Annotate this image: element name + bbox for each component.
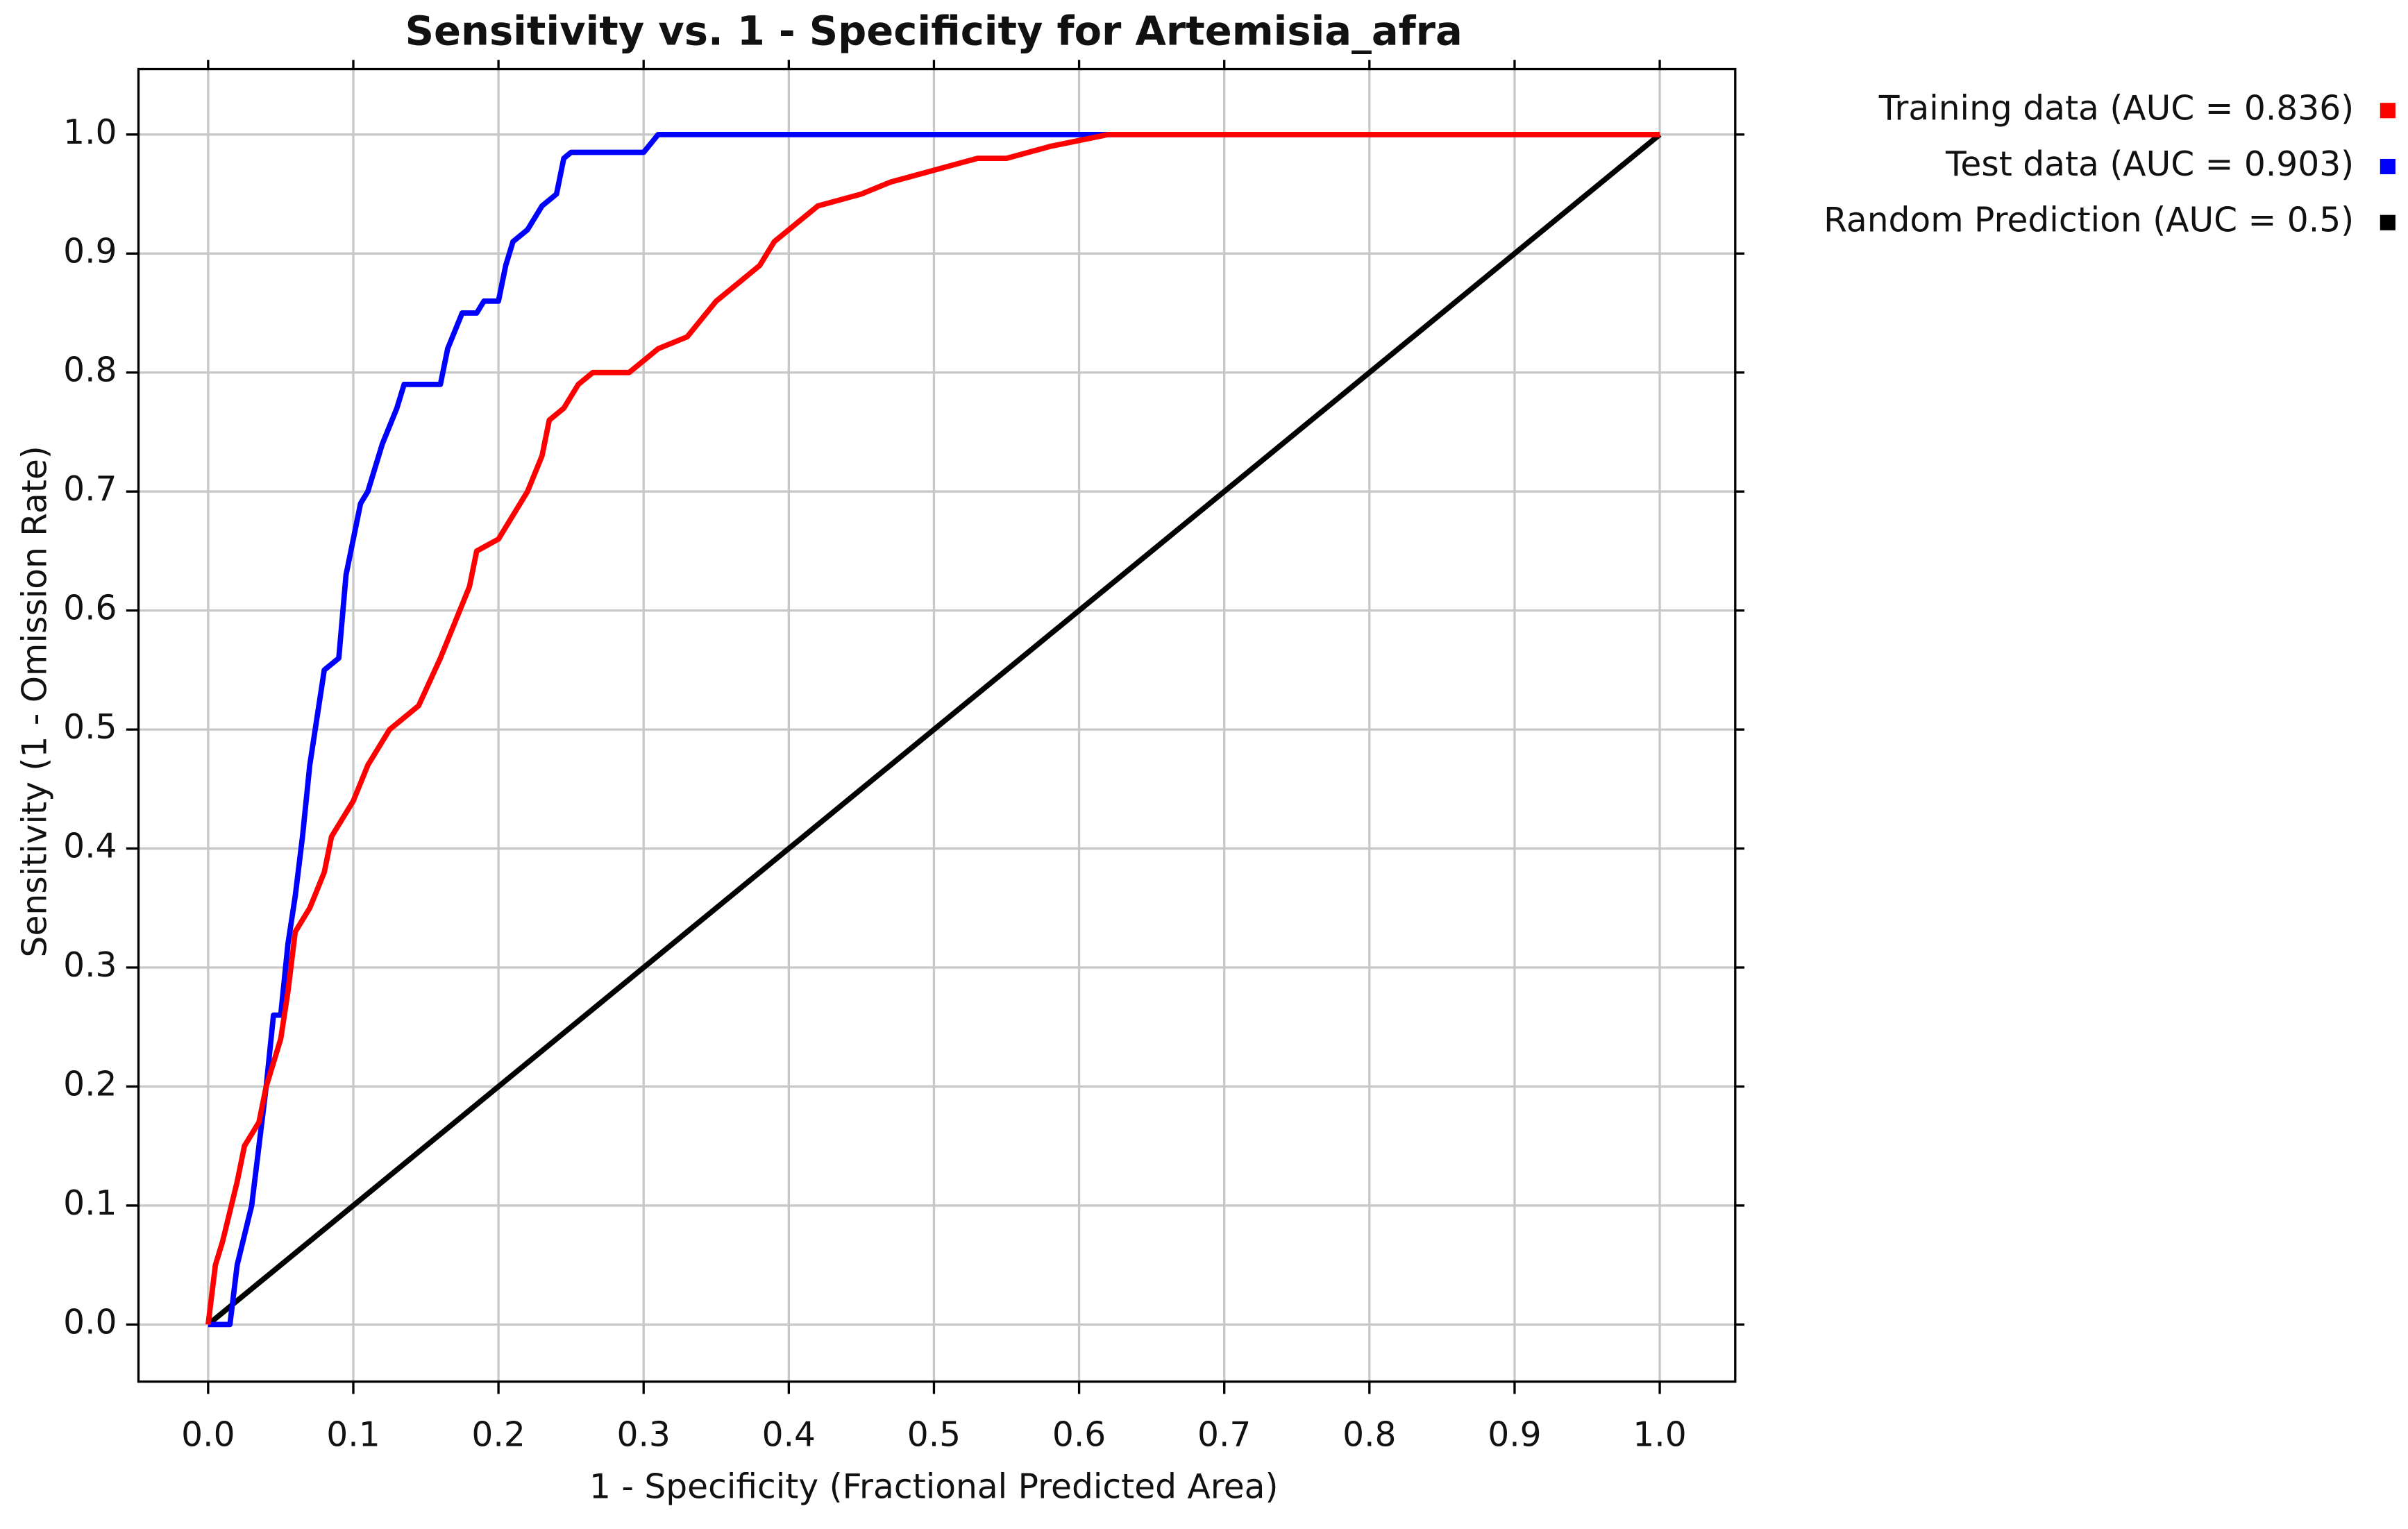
y-tick-label: 0.6 bbox=[63, 589, 117, 628]
series-line bbox=[205, 131, 1660, 1325]
y-tick-label: 0.9 bbox=[63, 232, 117, 271]
y-tick-label: 0.5 bbox=[63, 708, 117, 747]
legend-label: Random Prediction (AUC = 0.5) bbox=[1824, 201, 2354, 240]
x-tick-label: 0.0 bbox=[181, 1415, 235, 1454]
series-line bbox=[208, 131, 1660, 1328]
legend-label: Test data (AUC = 0.903) bbox=[1945, 145, 2354, 184]
x-tick-label: 0.7 bbox=[1197, 1415, 1251, 1454]
legend-swatch bbox=[2380, 103, 2396, 119]
x-tick-label: 0.4 bbox=[762, 1415, 816, 1454]
y-tick-label: 0.8 bbox=[63, 351, 117, 390]
x-tick-label: 0.8 bbox=[1342, 1415, 1396, 1454]
y-tick-label: 0.7 bbox=[63, 470, 117, 509]
y-tick-label: 1.0 bbox=[63, 113, 117, 152]
legend-label: Training data (AUC = 0.836) bbox=[1878, 89, 2354, 128]
x-tick-label: 0.2 bbox=[471, 1415, 525, 1454]
y-tick-label: 0.4 bbox=[63, 827, 117, 866]
x-tick-label: 0.5 bbox=[907, 1415, 961, 1454]
y-tick-label: 0.3 bbox=[63, 946, 117, 985]
y-tick-label: 0.2 bbox=[63, 1065, 117, 1104]
y-axis-label: Sensitivity (1 - Omission Rate) bbox=[15, 446, 54, 957]
x-tick-label: 1.0 bbox=[1633, 1415, 1686, 1454]
x-tick-label: 0.6 bbox=[1052, 1415, 1106, 1454]
chart-title: Sensitivity vs. 1 - Specificity for Arte… bbox=[405, 8, 1463, 54]
x-tick-label: 0.9 bbox=[1488, 1415, 1541, 1454]
x-tick-label: 0.1 bbox=[326, 1415, 380, 1454]
x-tick-label: 0.3 bbox=[617, 1415, 671, 1454]
y-tick-label: 0.0 bbox=[63, 1303, 117, 1342]
legend-swatch bbox=[2380, 214, 2396, 230]
series-line bbox=[206, 132, 1662, 1327]
plot-frame bbox=[137, 67, 1737, 1383]
y-tick-label: 0.1 bbox=[63, 1184, 117, 1223]
x-axis-label: 1 - Specificity (Fractional Predicted Ar… bbox=[589, 1467, 1279, 1506]
legend-swatch bbox=[2380, 158, 2396, 175]
